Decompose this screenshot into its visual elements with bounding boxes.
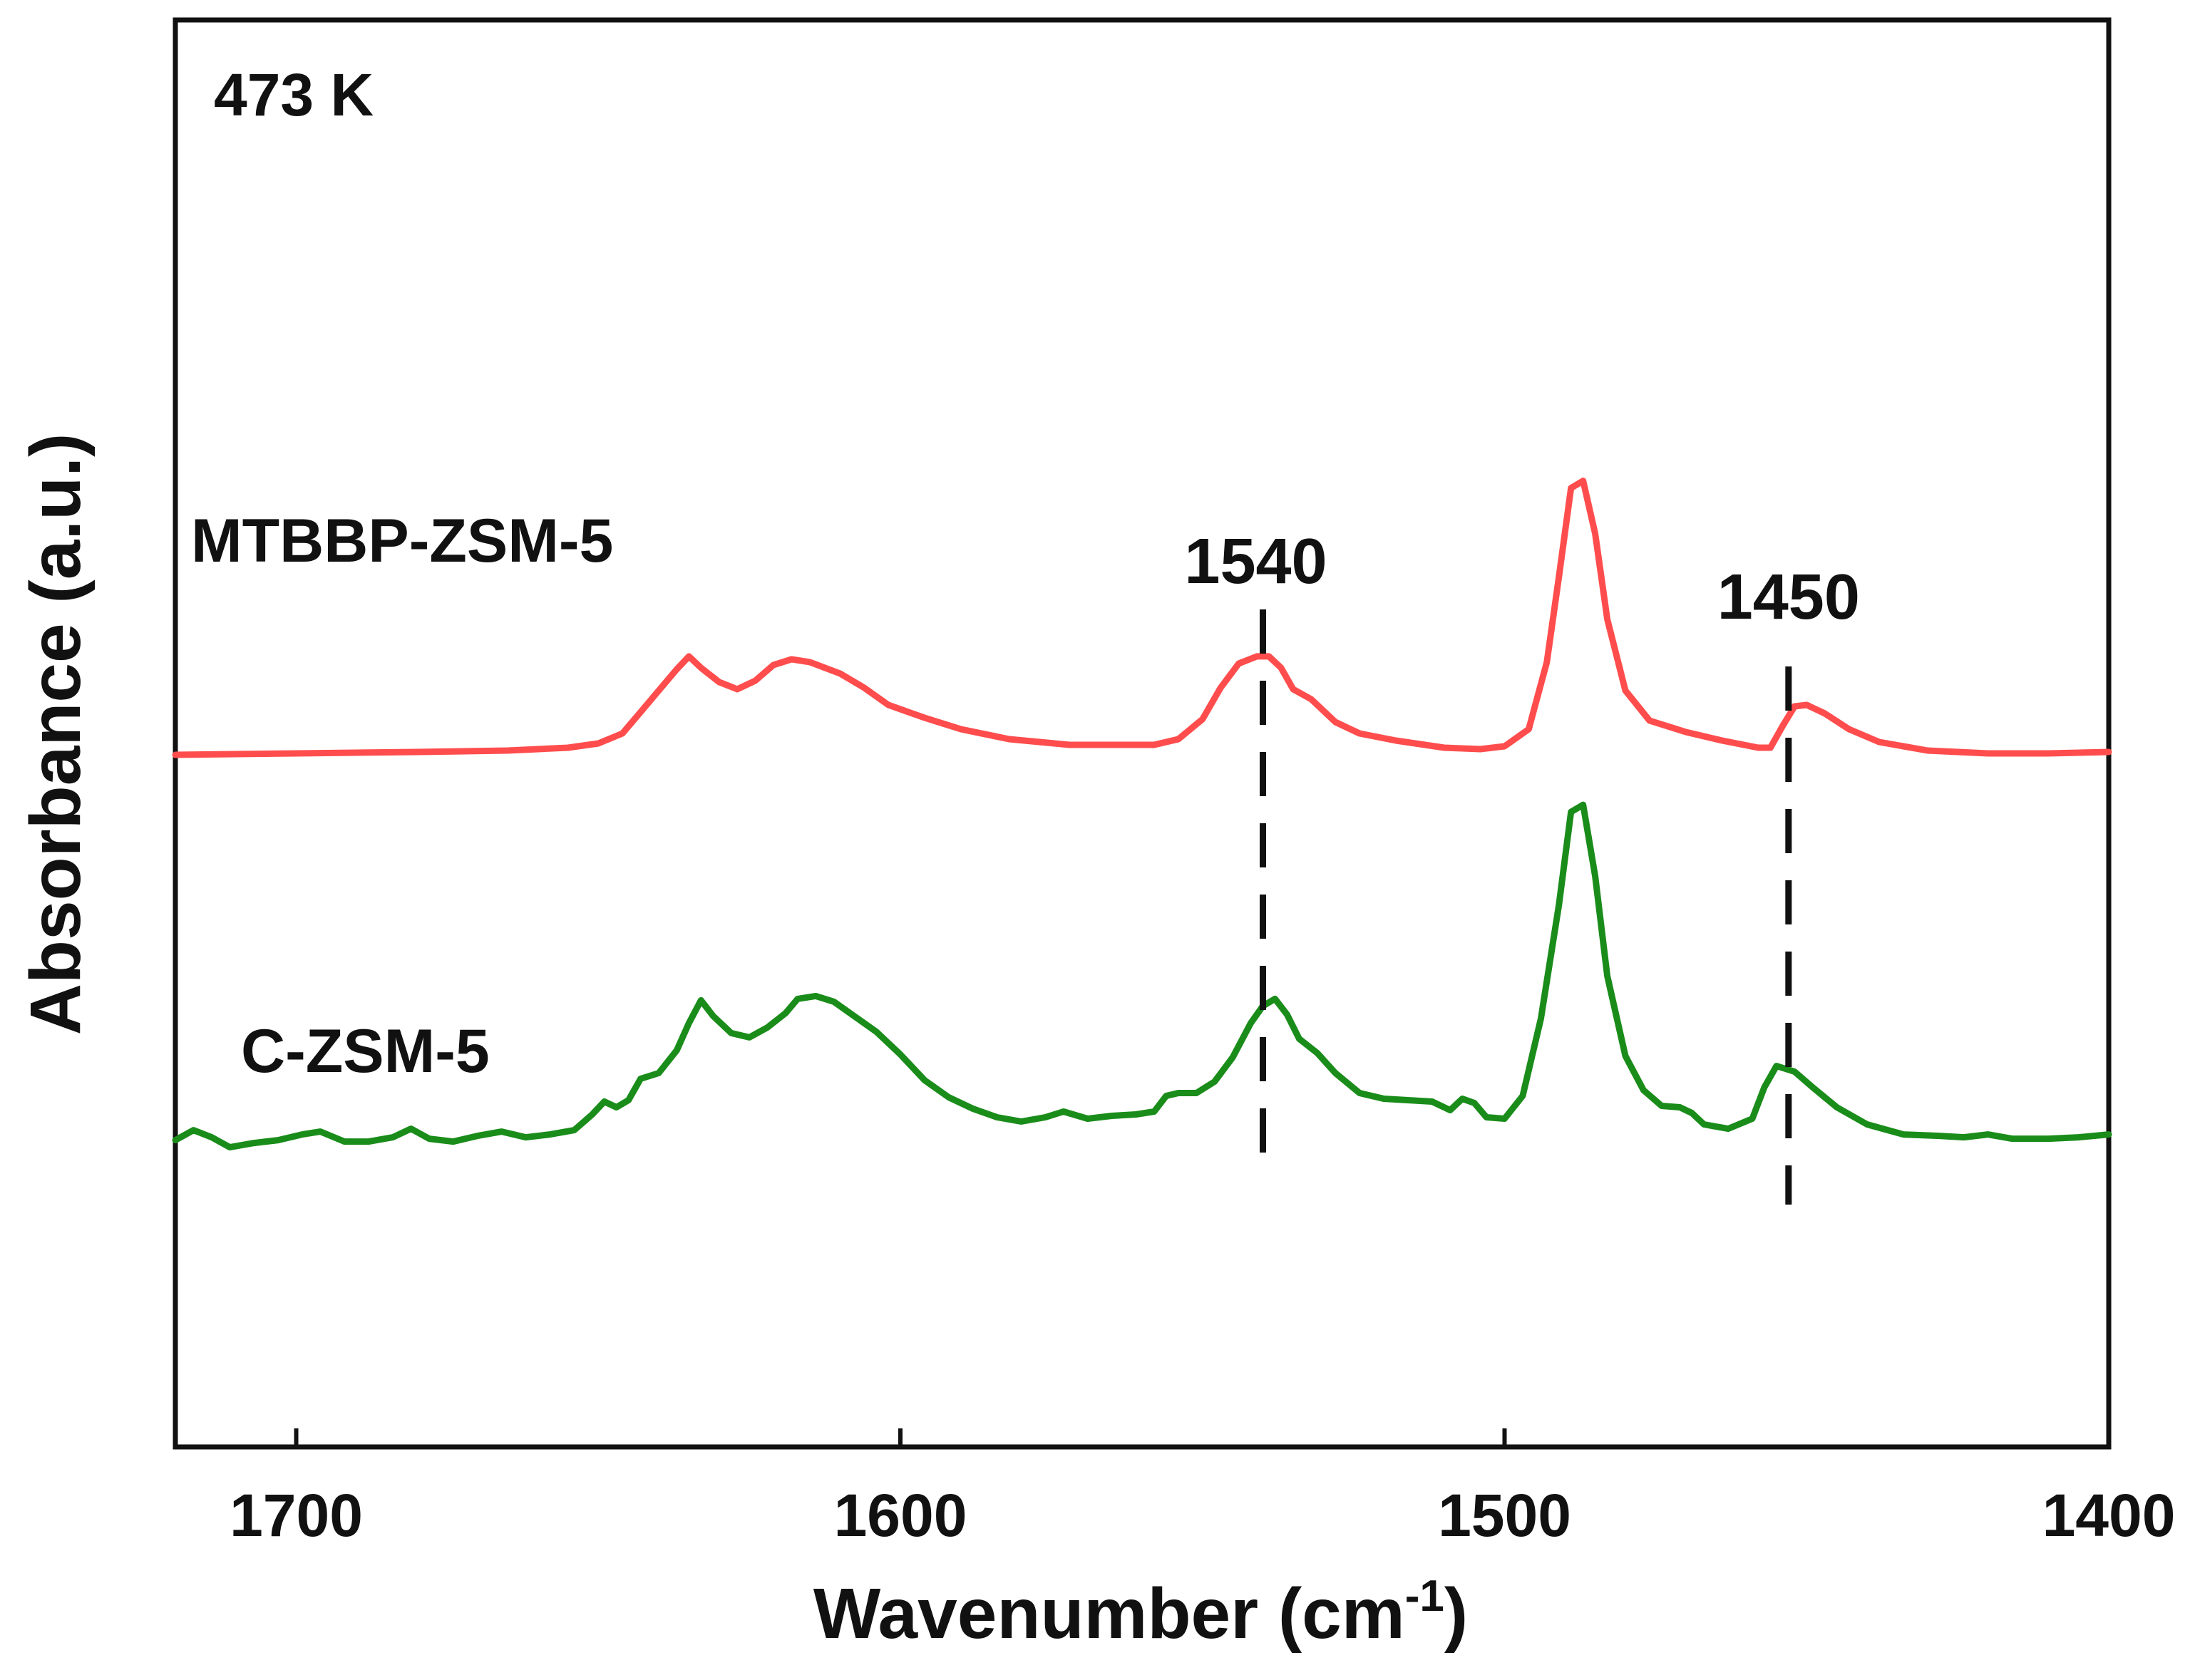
- x-tick-label-1600: 1600: [834, 1482, 967, 1549]
- x-tick-label-1400: 1400: [2042, 1482, 2176, 1549]
- peak-marker-layer: [1260, 609, 1792, 1205]
- x-axis-title-close: ): [1444, 1574, 1468, 1654]
- series-label-mtbbp: MTBBP-ZSM-5: [191, 507, 613, 575]
- peak-label-1540: 1540: [1184, 526, 1327, 597]
- x-tick-label-1700: 1700: [230, 1482, 363, 1549]
- x-axis-title: Wavenumber (cm-1): [813, 1572, 1468, 1654]
- plot-frame: [173, 17, 2112, 1450]
- x-axis-title-main: Wavenumber (cm: [813, 1574, 1405, 1654]
- x-tick-layer: 1700 1600 1500 1400: [230, 1428, 2175, 1549]
- temperature-label: 473 K: [214, 61, 374, 128]
- series-line-mtbbp-zsm-5: [172, 478, 2112, 758]
- series-line-c-zsm-5: [172, 801, 2112, 1151]
- peak-label-1450: 1450: [1717, 562, 1860, 633]
- series-label-czsm5: C-ZSM-5: [241, 1017, 490, 1086]
- y-axis-title: Absorbance (a.u.): [16, 433, 96, 1036]
- x-axis-title-sup: -1: [1405, 1572, 1444, 1621]
- x-tick-label-1500: 1500: [1438, 1482, 1571, 1549]
- series-layer: [172, 478, 2112, 1151]
